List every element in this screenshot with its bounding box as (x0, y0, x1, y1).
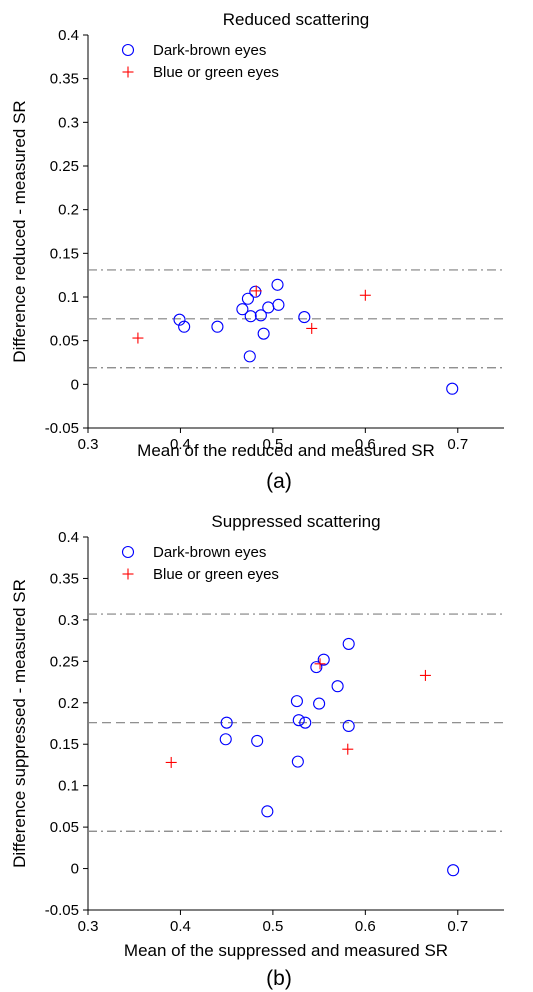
data-point-dark-brown-eyes (272, 298, 285, 311)
data-point-dark-brown-eyes (447, 864, 460, 877)
y-tick-label: 0.4 (58, 529, 79, 546)
x-tick-label: 0.5 (262, 436, 283, 453)
chart-title: Reduced scattering (223, 10, 369, 29)
y-tick-label: 0.25 (50, 653, 79, 670)
data-point-dark-brown-eyes (331, 680, 344, 693)
y-tick-label: -0.05 (45, 902, 79, 919)
data-point-blue-or-green-eyes (314, 658, 326, 670)
y-axis-label: Difference reduced - measured SR (10, 100, 29, 362)
y-tick-label: 0.25 (50, 158, 79, 175)
data-point-dark-brown-eyes (261, 805, 274, 818)
x-axis-label: Mean of the reduced and measured SR (137, 441, 435, 460)
data-point-dark-brown-eyes (313, 697, 326, 710)
x-tick-label: 0.5 (262, 918, 283, 935)
y-tick-label: 0.2 (58, 202, 79, 219)
x-tick-label: 0.3 (78, 918, 99, 935)
x-tick-label: 0.7 (447, 436, 468, 453)
y-tick-label: 0.1 (58, 778, 79, 795)
data-point-dark-brown-eyes (292, 714, 305, 727)
y-tick-label: 0.05 (50, 819, 79, 836)
y-tick-label: 0.4 (58, 27, 79, 44)
data-point-dark-brown-eyes (243, 350, 256, 363)
legend-label: Blue or green eyes (153, 64, 279, 81)
data-point-dark-brown-eyes (262, 301, 275, 314)
legend-marker-circle (121, 43, 135, 57)
data-point-dark-brown-eyes (298, 311, 311, 324)
data-point-dark-brown-eyes (236, 303, 249, 316)
y-tick-label: 0.15 (50, 245, 79, 262)
data-point-dark-brown-eyes (446, 382, 459, 395)
y-axis-label: Difference suppressed - measured SR (10, 579, 29, 868)
data-point-dark-brown-eyes (254, 309, 267, 322)
data-point-dark-brown-eyes (342, 719, 355, 733)
legend-label: Dark-brown eyes (153, 42, 266, 59)
y-tick-label: 0.1 (58, 289, 79, 306)
legend-label: Dark-brown eyes (153, 544, 266, 561)
data-point-blue-or-green-eyes (359, 289, 371, 301)
y-tick-label: 0.35 (50, 71, 79, 88)
legend-marker-plus (122, 66, 134, 78)
legend-label: Blue or green eyes (153, 566, 279, 583)
y-tick-label: 0.2 (58, 695, 79, 712)
data-point-dark-brown-eyes (173, 313, 186, 326)
x-tick-label: 0.4 (170, 436, 191, 453)
y-tick-label: 0.35 (50, 570, 79, 587)
data-point-dark-brown-eyes (291, 755, 304, 768)
data-point-blue-or-green-eyes (342, 743, 354, 755)
chart-title: Suppressed scattering (211, 512, 380, 531)
x-tick-label: 0.7 (447, 918, 468, 935)
x-tick-label: 0.4 (170, 918, 191, 935)
data-point-blue-or-green-eyes (165, 756, 177, 768)
data-point-dark-brown-eyes (317, 653, 330, 666)
data-point-blue-or-green-eyes (306, 322, 318, 334)
data-point-dark-brown-eyes (310, 661, 323, 674)
data-point-blue-or-green-eyes (132, 332, 144, 344)
data-point-blue-or-green-eyes (419, 669, 431, 681)
y-tick-label: 0.3 (58, 114, 79, 131)
data-point-dark-brown-eyes (290, 695, 303, 708)
x-tick-label: 0.6 (355, 918, 376, 935)
data-point-dark-brown-eyes (178, 320, 191, 333)
data-point-dark-brown-eyes (251, 734, 264, 747)
chart-panel-b: Suppressed scattering -0.05 0 0.05 0.1 0.15 0.… (10, 512, 504, 990)
data-point-dark-brown-eyes (211, 320, 224, 333)
y-tick-label: 0.05 (50, 333, 79, 350)
data-point-dark-brown-eyes (219, 733, 232, 746)
x-tick-label: 0.6 (355, 436, 376, 453)
data-point-dark-brown-eyes (249, 285, 262, 298)
legend-marker-plus (122, 568, 134, 580)
data-point-dark-brown-eyes (241, 292, 254, 305)
data-point-dark-brown-eyes (271, 278, 284, 291)
y-tick-label: 0 (71, 861, 79, 878)
data-point-dark-brown-eyes (342, 637, 355, 650)
y-tick-label: 0 (71, 376, 79, 393)
data-point-blue-or-green-eyes (250, 285, 262, 297)
chart-panel-a: Reduced scattering -0.05 0 0.05 0.1 0.15 0.2 0.… (10, 10, 504, 493)
data-point-dark-brown-eyes (220, 716, 233, 729)
data-point-dark-brown-eyes (257, 327, 270, 340)
y-tick-label: -0.05 (45, 420, 79, 437)
legend-marker-circle (121, 545, 135, 559)
data-point-dark-brown-eyes (244, 310, 257, 323)
data-point-dark-brown-eyes (299, 716, 312, 729)
x-axis-label: Mean of the suppressed and measured SR (124, 941, 448, 960)
panel-caption: (b) (266, 967, 292, 990)
x-tick-label: 0.3 (78, 436, 99, 453)
panel-caption: (a) (266, 470, 292, 493)
y-tick-label: 0.15 (50, 736, 79, 753)
y-tick-label: 0.3 (58, 612, 79, 629)
